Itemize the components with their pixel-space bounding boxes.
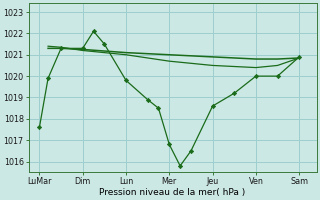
X-axis label: Pression niveau de la mer( hPa ): Pression niveau de la mer( hPa ) — [100, 188, 246, 197]
